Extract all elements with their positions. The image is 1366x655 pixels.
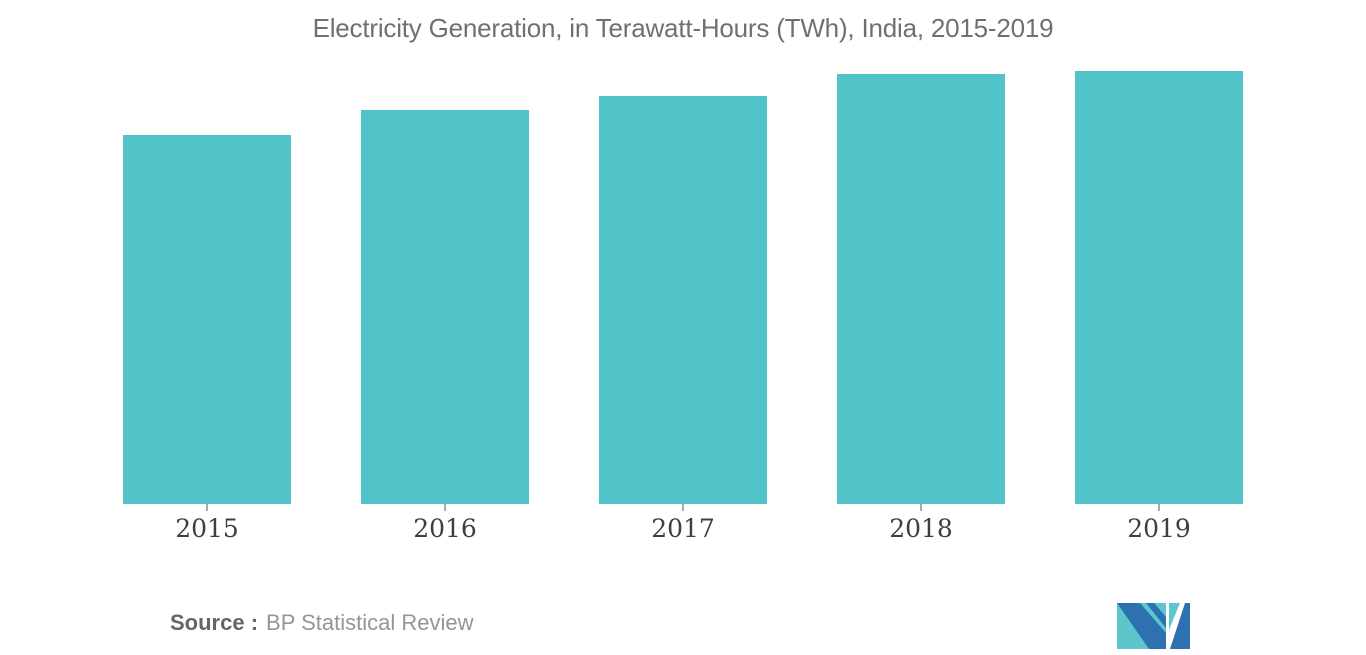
x-axis-tick — [206, 504, 208, 511]
bar-column-2018: 2018 — [837, 71, 1005, 543]
bar-2017 — [599, 96, 767, 504]
x-axis-tick — [444, 504, 446, 511]
source-line: Source : BP Statistical Review — [170, 608, 473, 638]
bar-2015 — [123, 135, 291, 504]
source-label: Source : — [170, 610, 259, 635]
bar-zone — [837, 71, 1005, 504]
x-axis-label-2015: 2015 — [175, 514, 239, 543]
x-axis-tick — [920, 504, 922, 511]
x-axis-label-2019: 2019 — [1127, 514, 1191, 543]
x-axis-label-2018: 2018 — [889, 514, 953, 543]
bar-zone — [1075, 71, 1243, 504]
bar-column-2015: 2015 — [123, 71, 291, 543]
x-axis-label-2017: 2017 — [651, 514, 715, 543]
bar-column-2019: 2019 — [1075, 71, 1243, 543]
bar-2016 — [361, 110, 529, 504]
bar-column-2016: 2016 — [361, 71, 529, 543]
bar-2019 — [1075, 71, 1243, 504]
x-axis-tick — [1158, 504, 1160, 511]
mordor-intelligence-logo-mark — [1117, 603, 1190, 649]
bar-zone — [361, 71, 529, 504]
plot-area: 2015 2016 2017 2018 2019 — [123, 71, 1243, 543]
x-axis-tick — [682, 504, 684, 511]
mordor-intelligence-logo — [1117, 602, 1190, 649]
bar-zone — [599, 71, 767, 504]
bar-column-2017: 2017 — [599, 71, 767, 543]
bar-zone — [123, 71, 291, 504]
bar-2018 — [837, 74, 1005, 504]
source-text: BP Statistical Review — [266, 610, 474, 635]
x-axis-label-2016: 2016 — [413, 514, 477, 543]
chart-title: Electricity Generation, in Terawatt-Hour… — [312, 13, 1054, 43]
